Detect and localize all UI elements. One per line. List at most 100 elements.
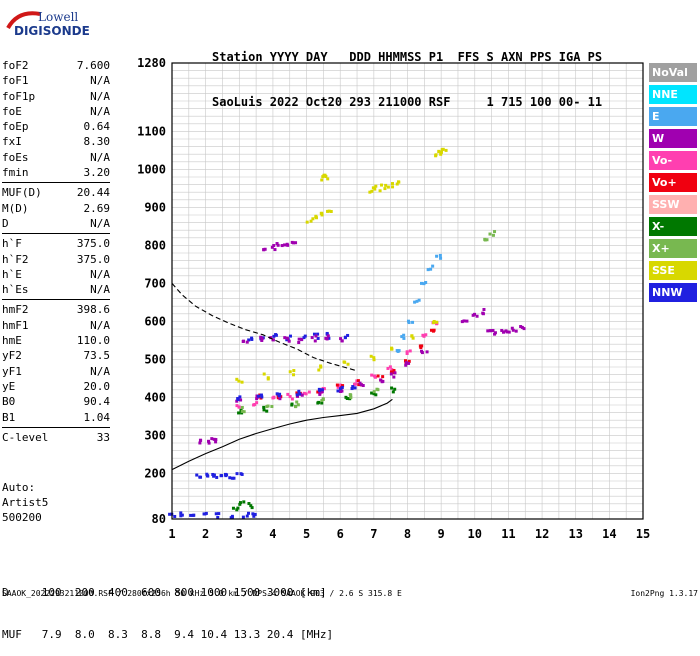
echo-point (294, 241, 298, 245)
echo-point (417, 298, 421, 302)
echo-point (210, 437, 214, 441)
echo-point (370, 189, 374, 193)
param-row: D N/A (2, 216, 110, 231)
params-separator (2, 299, 110, 301)
param-row: foE N/A (2, 104, 110, 119)
echo-point (214, 440, 218, 444)
echo-point (335, 383, 339, 387)
plot-marks (168, 147, 526, 520)
param-value: N/A (90, 104, 110, 118)
echo-point (255, 397, 259, 401)
echo-point (302, 336, 306, 340)
echo-point (298, 392, 302, 396)
echo-point (179, 511, 183, 515)
echo-point (483, 238, 487, 242)
param-value: 20.44 (76, 186, 110, 200)
scaled-parameters: foF2 7.600 foF1 N/A foF1p N/A foE N/A foEp 0.64 fx… (2, 58, 110, 445)
params-separator (2, 182, 110, 184)
echo-point (257, 394, 261, 398)
echo-point (519, 325, 523, 329)
echo-point (265, 409, 269, 413)
echo-point (290, 402, 294, 406)
param-value: N/A (90, 74, 110, 88)
footer-file-info: SAAOK_2022293211000.RSF / 280fx256h 50 k… (2, 589, 402, 598)
param-value: 20.0 (83, 379, 111, 393)
y-tick-label: 300 (144, 428, 166, 442)
param-value: 90.4 (83, 395, 111, 409)
param-name: D (2, 216, 9, 230)
echo-point (316, 332, 320, 336)
echo-point (286, 392, 290, 396)
x-tick-label: 3 (236, 527, 243, 541)
echo-point (343, 360, 347, 364)
echo-point (421, 333, 425, 337)
echo-point (269, 336, 273, 340)
param-name: B1 (2, 410, 16, 424)
param-row: h`F 375.0 (2, 236, 110, 251)
echo-point (180, 513, 184, 517)
y-tick-label: 500 (144, 352, 166, 366)
echo-point (313, 339, 317, 343)
param-row: MUF(D) 20.44 (2, 185, 110, 200)
echo-point (275, 242, 279, 246)
echo-point (260, 395, 264, 399)
echo-point (270, 405, 274, 409)
echo-point (402, 336, 406, 340)
echo-point (393, 387, 397, 391)
echo-point (346, 362, 350, 366)
echo-point (212, 474, 216, 478)
echo-point (316, 401, 320, 405)
param-row: B0 90.4 (2, 394, 110, 409)
echo-point (481, 312, 485, 316)
echo-point (395, 182, 399, 186)
echo-point (390, 182, 394, 186)
echo-point (380, 183, 384, 187)
echo-point (420, 351, 424, 355)
echo-point (434, 153, 438, 157)
echo-point (393, 371, 397, 375)
echo-point (386, 185, 390, 189)
echo-point (488, 232, 492, 236)
echo-point (336, 385, 340, 389)
x-tick-label: 15 (636, 527, 650, 541)
y-tick-label: 400 (144, 390, 166, 404)
echo-point (286, 243, 290, 247)
echo-point (325, 331, 329, 335)
echo-point (415, 299, 419, 303)
echo-point (316, 336, 320, 340)
echo-point (493, 332, 497, 336)
echo-point (390, 347, 394, 351)
x-tick-label: 9 (438, 527, 445, 541)
echo-point (240, 411, 244, 415)
param-value: N/A (90, 89, 110, 103)
param-name: h`Es (2, 283, 29, 297)
echo-point (511, 328, 515, 332)
param-value: 375.0 (76, 237, 110, 251)
echo-point (262, 405, 266, 409)
echo-point (381, 379, 385, 383)
param-row: foEs N/A (2, 150, 110, 165)
echo-point (294, 405, 298, 409)
legend-item-vo-: Vo+ (649, 172, 697, 193)
echo-point (491, 328, 495, 332)
echo-point (444, 148, 448, 152)
echo-point (231, 506, 235, 510)
echo-point (276, 243, 280, 247)
echo-point (374, 184, 378, 188)
x-tick-label: 7 (370, 527, 377, 541)
logo-swoosh-icon (6, 11, 41, 30)
y-tick-labels: 80 200 300 400 500 600 700 800 900 1000 1100 1280 (137, 56, 166, 526)
param-name: hmE (2, 334, 22, 348)
param-row: h`Es N/A (2, 282, 110, 297)
echo-point (280, 244, 284, 248)
param-name: hmF1 (2, 318, 29, 332)
echo-point (292, 369, 296, 373)
echo-point (245, 514, 249, 518)
echo-point (431, 264, 435, 268)
x-tick-label: 1 (168, 527, 175, 541)
echo-point (199, 475, 203, 479)
echo-point (288, 395, 292, 399)
profile-curve-solid (171, 398, 393, 471)
echo-point (292, 241, 296, 245)
echo-point (422, 282, 426, 286)
